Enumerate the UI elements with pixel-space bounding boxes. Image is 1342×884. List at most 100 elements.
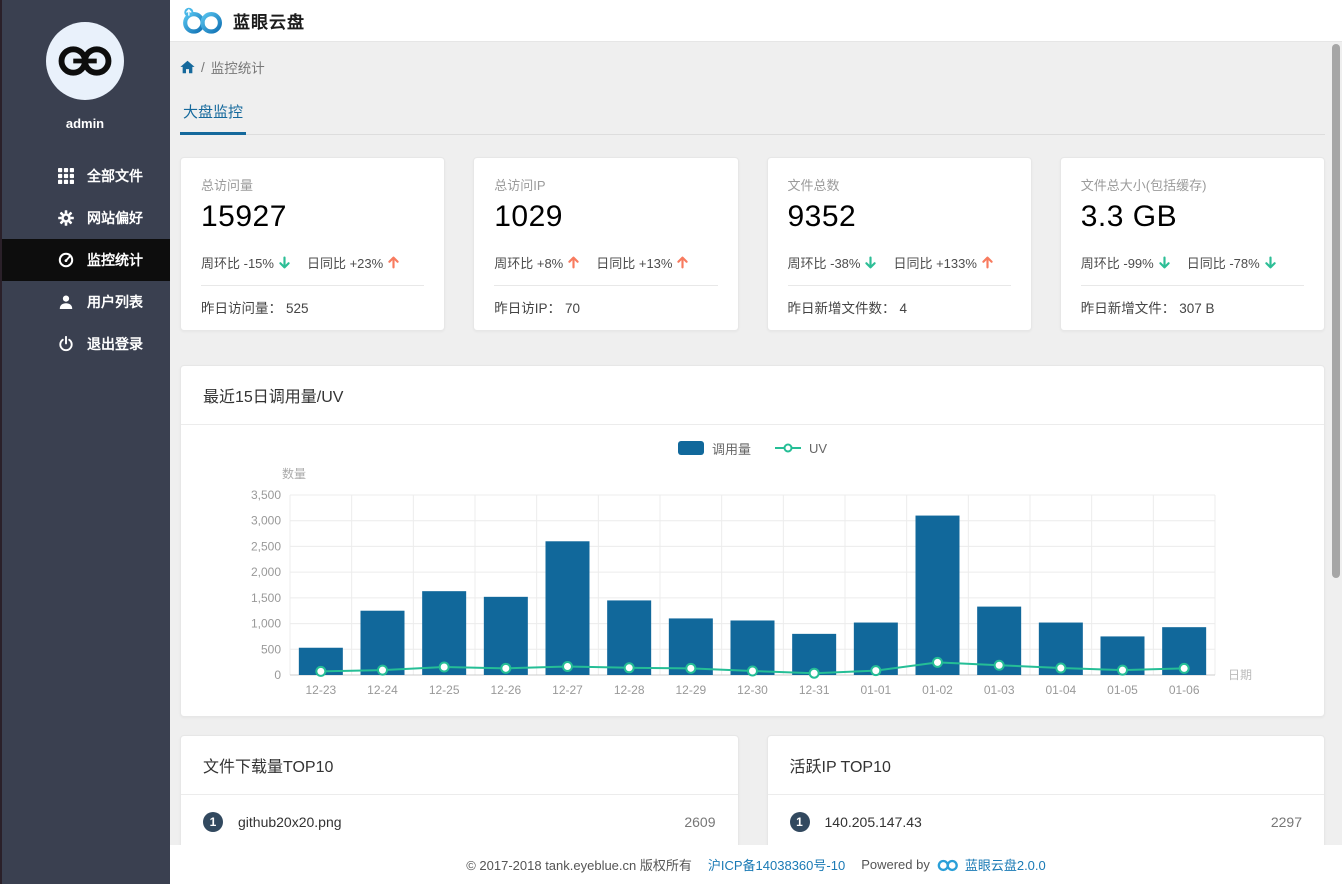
sidebar-item-label: 监控统计 — [87, 252, 143, 268]
trend-week: 周环比 -38% — [787, 256, 861, 271]
rank-badge: 1 — [789, 812, 810, 832]
sidebar-item-monitor-stats[interactable]: 监控统计 — [0, 239, 170, 281]
stat-value: 15927 — [201, 200, 287, 233]
list-title: 文件下载量TOP10 — [181, 736, 738, 795]
stat-cards-row: 总访问量 15927 周环比 -15% 日同比 +23% 昨日访问量： 525 总… — [180, 157, 1325, 331]
breadcrumb-separator: / — [201, 59, 205, 75]
trend-arrow-icon — [864, 256, 877, 269]
sidebar-item-logout[interactable]: 退出登录 — [0, 323, 170, 365]
tab-bar: 大盘监控 — [180, 101, 1325, 135]
legend-item-uv[interactable]: UV — [774, 440, 828, 456]
stat-card-total-visits: 总访问量 15927 周环比 -15% 日同比 +23% 昨日访问量： 525 — [180, 157, 446, 331]
stat-foot-value: 307 B — [1179, 301, 1215, 316]
app-logo-icon[interactable] — [182, 6, 224, 36]
icp-link[interactable]: 沪ICP备14038360号-10 — [707, 858, 846, 873]
trend-day: 日同比 +13% — [596, 256, 673, 271]
sidebar-menu: 全部文件 网站偏好 — [0, 155, 170, 365]
trend-week: 周环比 +8% — [494, 256, 564, 271]
svg-text:1,000: 1,000 — [251, 617, 281, 631]
sidebar-item-all-files[interactable]: 全部文件 — [0, 155, 170, 197]
svg-text:12-25: 12-25 — [429, 683, 460, 697]
svg-text:0: 0 — [274, 668, 281, 682]
trend-arrow-icon — [1264, 256, 1277, 269]
scrollbar-thumb[interactable] — [1332, 44, 1340, 578]
legend-item-calls[interactable]: 调用量 — [677, 439, 751, 458]
trend-day: 日同比 -78% — [1186, 256, 1260, 271]
list-item-value: 2609 — [684, 814, 716, 830]
gear-icon — [58, 210, 74, 226]
svg-text:数量: 数量 — [282, 466, 306, 481]
trend-arrow-icon — [676, 256, 689, 269]
footer: © 2017-2018 tank.eyeblue.cn 版权所有 沪ICP备14… — [170, 845, 1342, 884]
grid-icon — [58, 168, 74, 184]
breadcrumb: / 监控统计 — [180, 57, 1325, 77]
stat-label: 总访问IP — [494, 178, 546, 193]
list-item: 1 140.205.147.43 2297 — [768, 795, 1325, 849]
svg-text:01-06: 01-06 — [1169, 683, 1200, 697]
stat-foot-label: 昨日访IP： — [494, 301, 562, 316]
stat-value: 1029 — [494, 200, 563, 233]
product-link[interactable]: 蓝眼云盘2.0.0 — [964, 858, 1046, 873]
trend-week: 周环比 -99% — [1080, 256, 1154, 271]
svg-text:12-29: 12-29 — [675, 683, 706, 697]
trend-arrow-icon — [981, 256, 994, 269]
stat-card-total-ips: 总访问IP 1029 周环比 +8% 日同比 +13% 昨日访IP： 70 — [473, 157, 739, 331]
svg-text:12-31: 12-31 — [799, 683, 830, 697]
infinity-logo-icon — [58, 46, 112, 76]
svg-text:01-04: 01-04 — [1045, 683, 1076, 697]
avatar — [46, 22, 124, 100]
list-item: 1 github20x20.png 2609 — [181, 795, 738, 849]
svg-text:12-30: 12-30 — [737, 683, 768, 697]
sidebar-item-user-list[interactable]: 用户列表 — [0, 281, 170, 323]
chart-title: 最近15日调用量/UV — [181, 366, 1324, 425]
trend-day: 日同比 +23% — [306, 256, 384, 271]
trend-day: 日同比 +133% — [893, 256, 977, 271]
sidebar-item-preferences[interactable]: 网站偏好 — [0, 197, 170, 239]
svg-text:01-01: 01-01 — [860, 683, 891, 697]
tab-dashboard-monitor[interactable]: 大盘监控 — [180, 101, 247, 135]
stat-value: 9352 — [787, 200, 857, 233]
trend-arrow-icon — [1158, 256, 1171, 269]
legend-label: 调用量 — [711, 441, 751, 457]
svg-text:12-28: 12-28 — [614, 683, 645, 697]
copyright-text: © 2017-2018 tank.eyeblue.cn 版权所有 — [466, 858, 692, 873]
svg-text:12-24: 12-24 — [367, 683, 398, 697]
username: admin — [65, 116, 105, 131]
app-title: 蓝眼云盘 — [233, 13, 305, 32]
stat-foot-value: 525 — [286, 301, 309, 316]
topbar: 蓝眼云盘 — [170, 0, 1342, 42]
home-icon[interactable] — [180, 60, 195, 74]
sidebar-item-label: 网站偏好 — [87, 210, 143, 226]
svg-text:1,500: 1,500 — [251, 591, 281, 605]
stat-label: 文件总数 — [787, 178, 840, 193]
trend-arrow-icon — [567, 256, 580, 269]
svg-text:2,000: 2,000 — [251, 565, 281, 579]
stat-foot-label: 昨日新增文件： — [1080, 301, 1176, 316]
stat-value: 3.3 GB — [1080, 200, 1178, 233]
list-item-value: 2297 — [1270, 814, 1302, 830]
footer-logo-icon — [937, 857, 959, 872]
rank-badge: 1 — [203, 812, 223, 832]
list-item-name: github20x20.png — [238, 814, 342, 830]
legend-bar-swatch — [677, 441, 704, 455]
svg-text:2,500: 2,500 — [251, 539, 281, 553]
legend-label: UV — [808, 440, 828, 456]
stat-foot-value: 70 — [565, 301, 581, 316]
trend-arrow-icon — [387, 256, 400, 269]
svg-text:500: 500 — [261, 642, 281, 656]
svg-text:12-23: 12-23 — [305, 683, 336, 697]
svg-text:12-26: 12-26 — [490, 683, 521, 697]
svg-text:日期: 日期 — [1228, 668, 1252, 682]
stat-card-total-files: 文件总数 9352 周环比 -38% 日同比 +133% 昨日新增文件数： 4 — [766, 157, 1032, 331]
list-card-downloads-top10: 文件下载量TOP10 1 github20x20.png 2609 — [180, 735, 739, 850]
svg-text:3,500: 3,500 — [251, 488, 281, 502]
breadcrumb-current: 监控统计 — [210, 61, 265, 76]
stat-foot-label: 昨日访问量： — [201, 301, 282, 316]
legend-line-swatch — [774, 443, 801, 453]
user-icon — [58, 294, 74, 310]
chart-legend: 调用量 UV — [201, 439, 1304, 457]
chart-card: 最近15日调用量/UV 调用量 UV 0 500 1,000 1,500 2,000 2,… — [180, 365, 1325, 717]
sidebar: admin 全部文件 — [0, 0, 170, 884]
list-title: 活跃IP TOP10 — [767, 736, 1324, 795]
